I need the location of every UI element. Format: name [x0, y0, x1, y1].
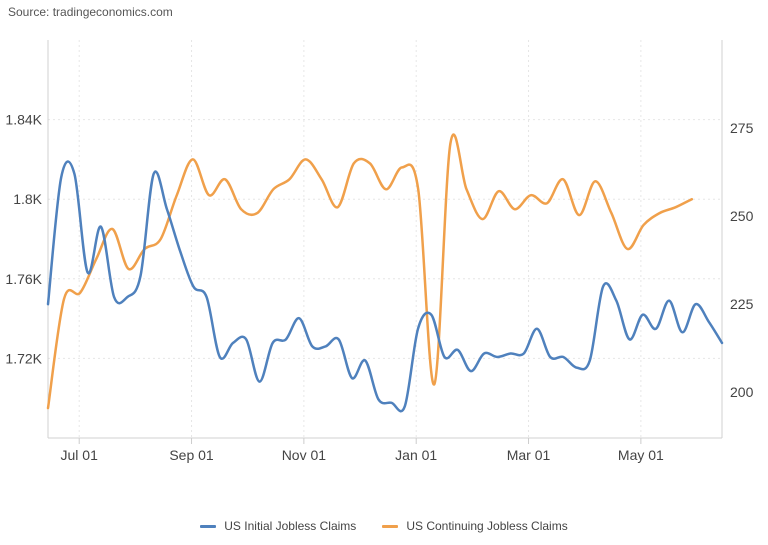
y-right-tick-label: 225 — [730, 296, 754, 312]
legend-label-continuing: US Continuing Jobless Claims — [406, 519, 568, 533]
legend-item-initial[interactable]: US Initial Jobless Claims — [200, 519, 356, 533]
legend: US Initial Jobless Claims US Continuing … — [0, 519, 768, 533]
y-right-tick-label: 275 — [730, 120, 754, 136]
source-note: Source: tradingeconomics.com — [8, 5, 173, 19]
y-right-tick-label: 250 — [730, 208, 754, 224]
series-line-continuing-claims — [46, 133, 694, 410]
y-left-tick-label: 1.84K — [5, 112, 42, 128]
x-tick-label: Sep 01 — [169, 447, 214, 463]
y-left-tick-label: 1.76K — [5, 271, 42, 287]
y-left-tick-label: 1.72K — [5, 350, 42, 366]
x-tick-label: May 01 — [618, 447, 664, 463]
y-left-tick-label: 1.8K — [13, 191, 42, 207]
x-tick-label: Mar 01 — [507, 447, 551, 463]
y-right-tick-label: 200 — [730, 384, 754, 400]
series-line-initial-claims — [46, 160, 724, 413]
legend-label-initial: US Initial Jobless Claims — [224, 519, 357, 533]
x-tick-label: Jan 01 — [395, 447, 437, 463]
x-tick-label: Nov 01 — [282, 447, 327, 463]
legend-swatch-initial — [200, 524, 217, 528]
legend-swatch-continuing — [382, 524, 399, 528]
x-tick-label: Jul 01 — [61, 447, 99, 463]
legend-item-continuing[interactable]: US Continuing Jobless Claims — [382, 519, 568, 533]
